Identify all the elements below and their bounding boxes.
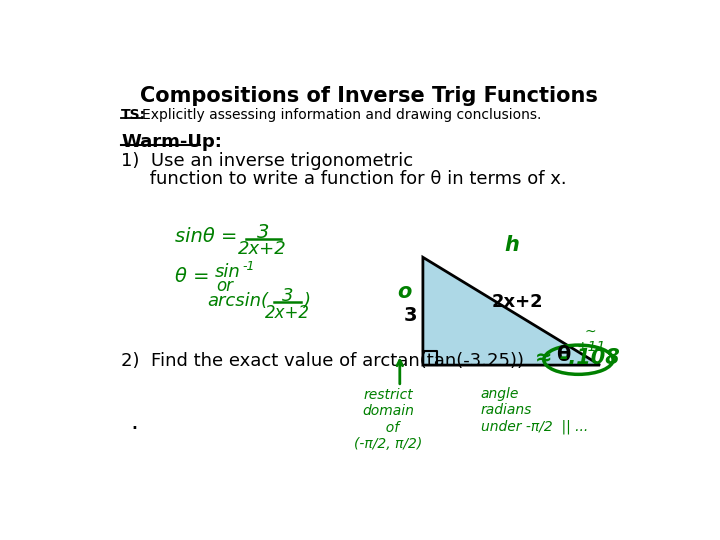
Text: function to write a function for θ in terms of x.: function to write a function for θ in te…	[121, 170, 567, 188]
Text: -1: -1	[242, 260, 254, 273]
Text: Compositions of Inverse Trig Functions: Compositions of Inverse Trig Functions	[140, 86, 598, 106]
Text: ~
+11: ~ +11	[576, 325, 606, 354]
Text: 3: 3	[256, 222, 269, 241]
Text: ≈ -.108: ≈ -.108	[534, 348, 619, 368]
Text: θ =: θ =	[175, 267, 210, 286]
Text: Explicitly assessing information and drawing conclusions.: Explicitly assessing information and dra…	[142, 108, 541, 122]
Text: arcsin(: arcsin(	[207, 292, 269, 310]
Text: 2x+2: 2x+2	[265, 303, 310, 321]
Text: 2x+2: 2x+2	[492, 293, 544, 311]
Text: angle
radians
under -π/2  || ...: angle radians under -π/2 || ...	[481, 387, 588, 434]
Polygon shape	[423, 257, 600, 365]
Text: o: o	[397, 282, 412, 302]
Text: 3: 3	[403, 306, 417, 325]
Text: TS:: TS:	[121, 108, 146, 122]
Text: 2)  Find the exact value of arctan(tan(-3.25)): 2) Find the exact value of arctan(tan(-3…	[121, 352, 524, 370]
Text: 2x+2: 2x+2	[238, 240, 287, 258]
Text: or: or	[217, 278, 233, 295]
Text: θ: θ	[556, 345, 570, 365]
Text: h: h	[504, 235, 519, 255]
Text: sinθ =: sinθ =	[175, 226, 238, 246]
Text: ): )	[303, 292, 310, 310]
Text: Warm-Up:: Warm-Up:	[121, 132, 222, 151]
Text: .: .	[130, 410, 138, 434]
Text: sin: sin	[215, 264, 240, 281]
Text: 3: 3	[282, 287, 293, 305]
Text: restrict
domain
  of
(-π/2, π/2): restrict domain of (-π/2, π/2)	[354, 388, 423, 451]
Text: 1)  Use an inverse trigonometric: 1) Use an inverse trigonometric	[121, 152, 413, 170]
